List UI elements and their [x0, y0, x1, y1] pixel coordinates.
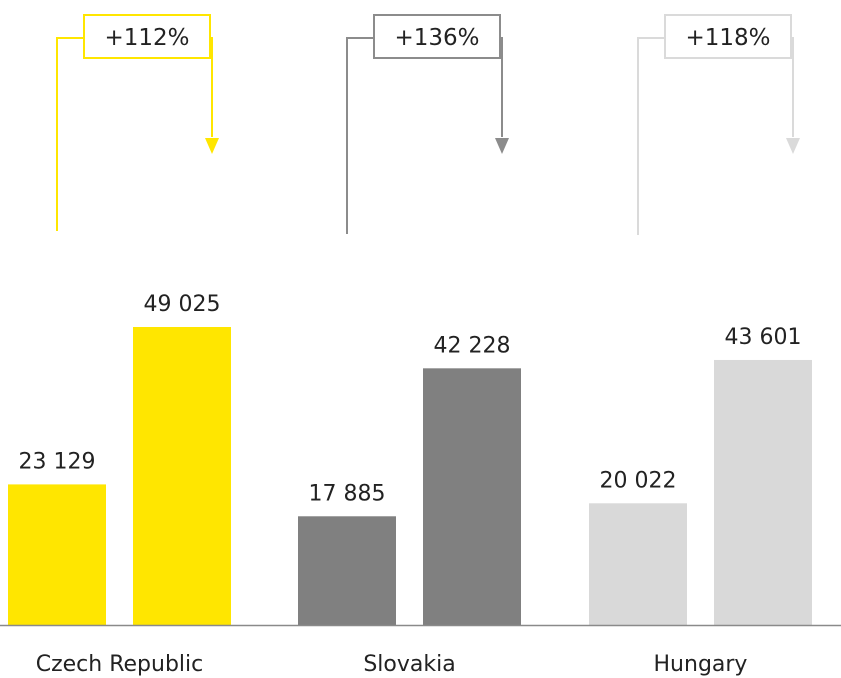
change-box-czech-republic [83, 14, 211, 59]
category-label-slovakia: Slovakia [363, 652, 455, 677]
change-connector-hungary [637, 37, 794, 235]
value-label-slovakia-1: 17 885 [309, 481, 386, 506]
change-arrow-slovakia [495, 138, 509, 154]
change-arrow-hungary [786, 138, 800, 154]
bar-czech-republic-1 [8, 484, 106, 625]
category-label-hungary: Hungary [654, 652, 748, 677]
change-label-czech-republic: +112% [104, 25, 189, 51]
bar-czech-republic-2 [133, 327, 231, 625]
value-label-slovakia-2: 42 228 [434, 333, 511, 358]
change-box-hungary [664, 14, 792, 59]
bar-slovakia-1 [298, 516, 396, 625]
change-arrow-czech-republic [205, 138, 219, 154]
change-label-hungary: +118% [685, 25, 770, 51]
value-label-hungary-2: 43 601 [725, 325, 802, 350]
change-connector-slovakia [346, 37, 503, 234]
value-label-czech-republic-1: 23 129 [19, 449, 96, 474]
change-connector-czech-republic [56, 37, 213, 231]
bar-slovakia-2 [423, 368, 521, 625]
bar-hungary-1 [589, 503, 687, 625]
bar-hungary-2 [714, 359, 812, 625]
change-box-slovakia [373, 14, 501, 59]
change-label-slovakia: +136% [394, 25, 479, 51]
category-label-czech-republic: Czech Republic [36, 652, 204, 677]
value-label-czech-republic-2: 49 025 [144, 292, 221, 317]
value-label-hungary-1: 20 022 [600, 468, 677, 493]
